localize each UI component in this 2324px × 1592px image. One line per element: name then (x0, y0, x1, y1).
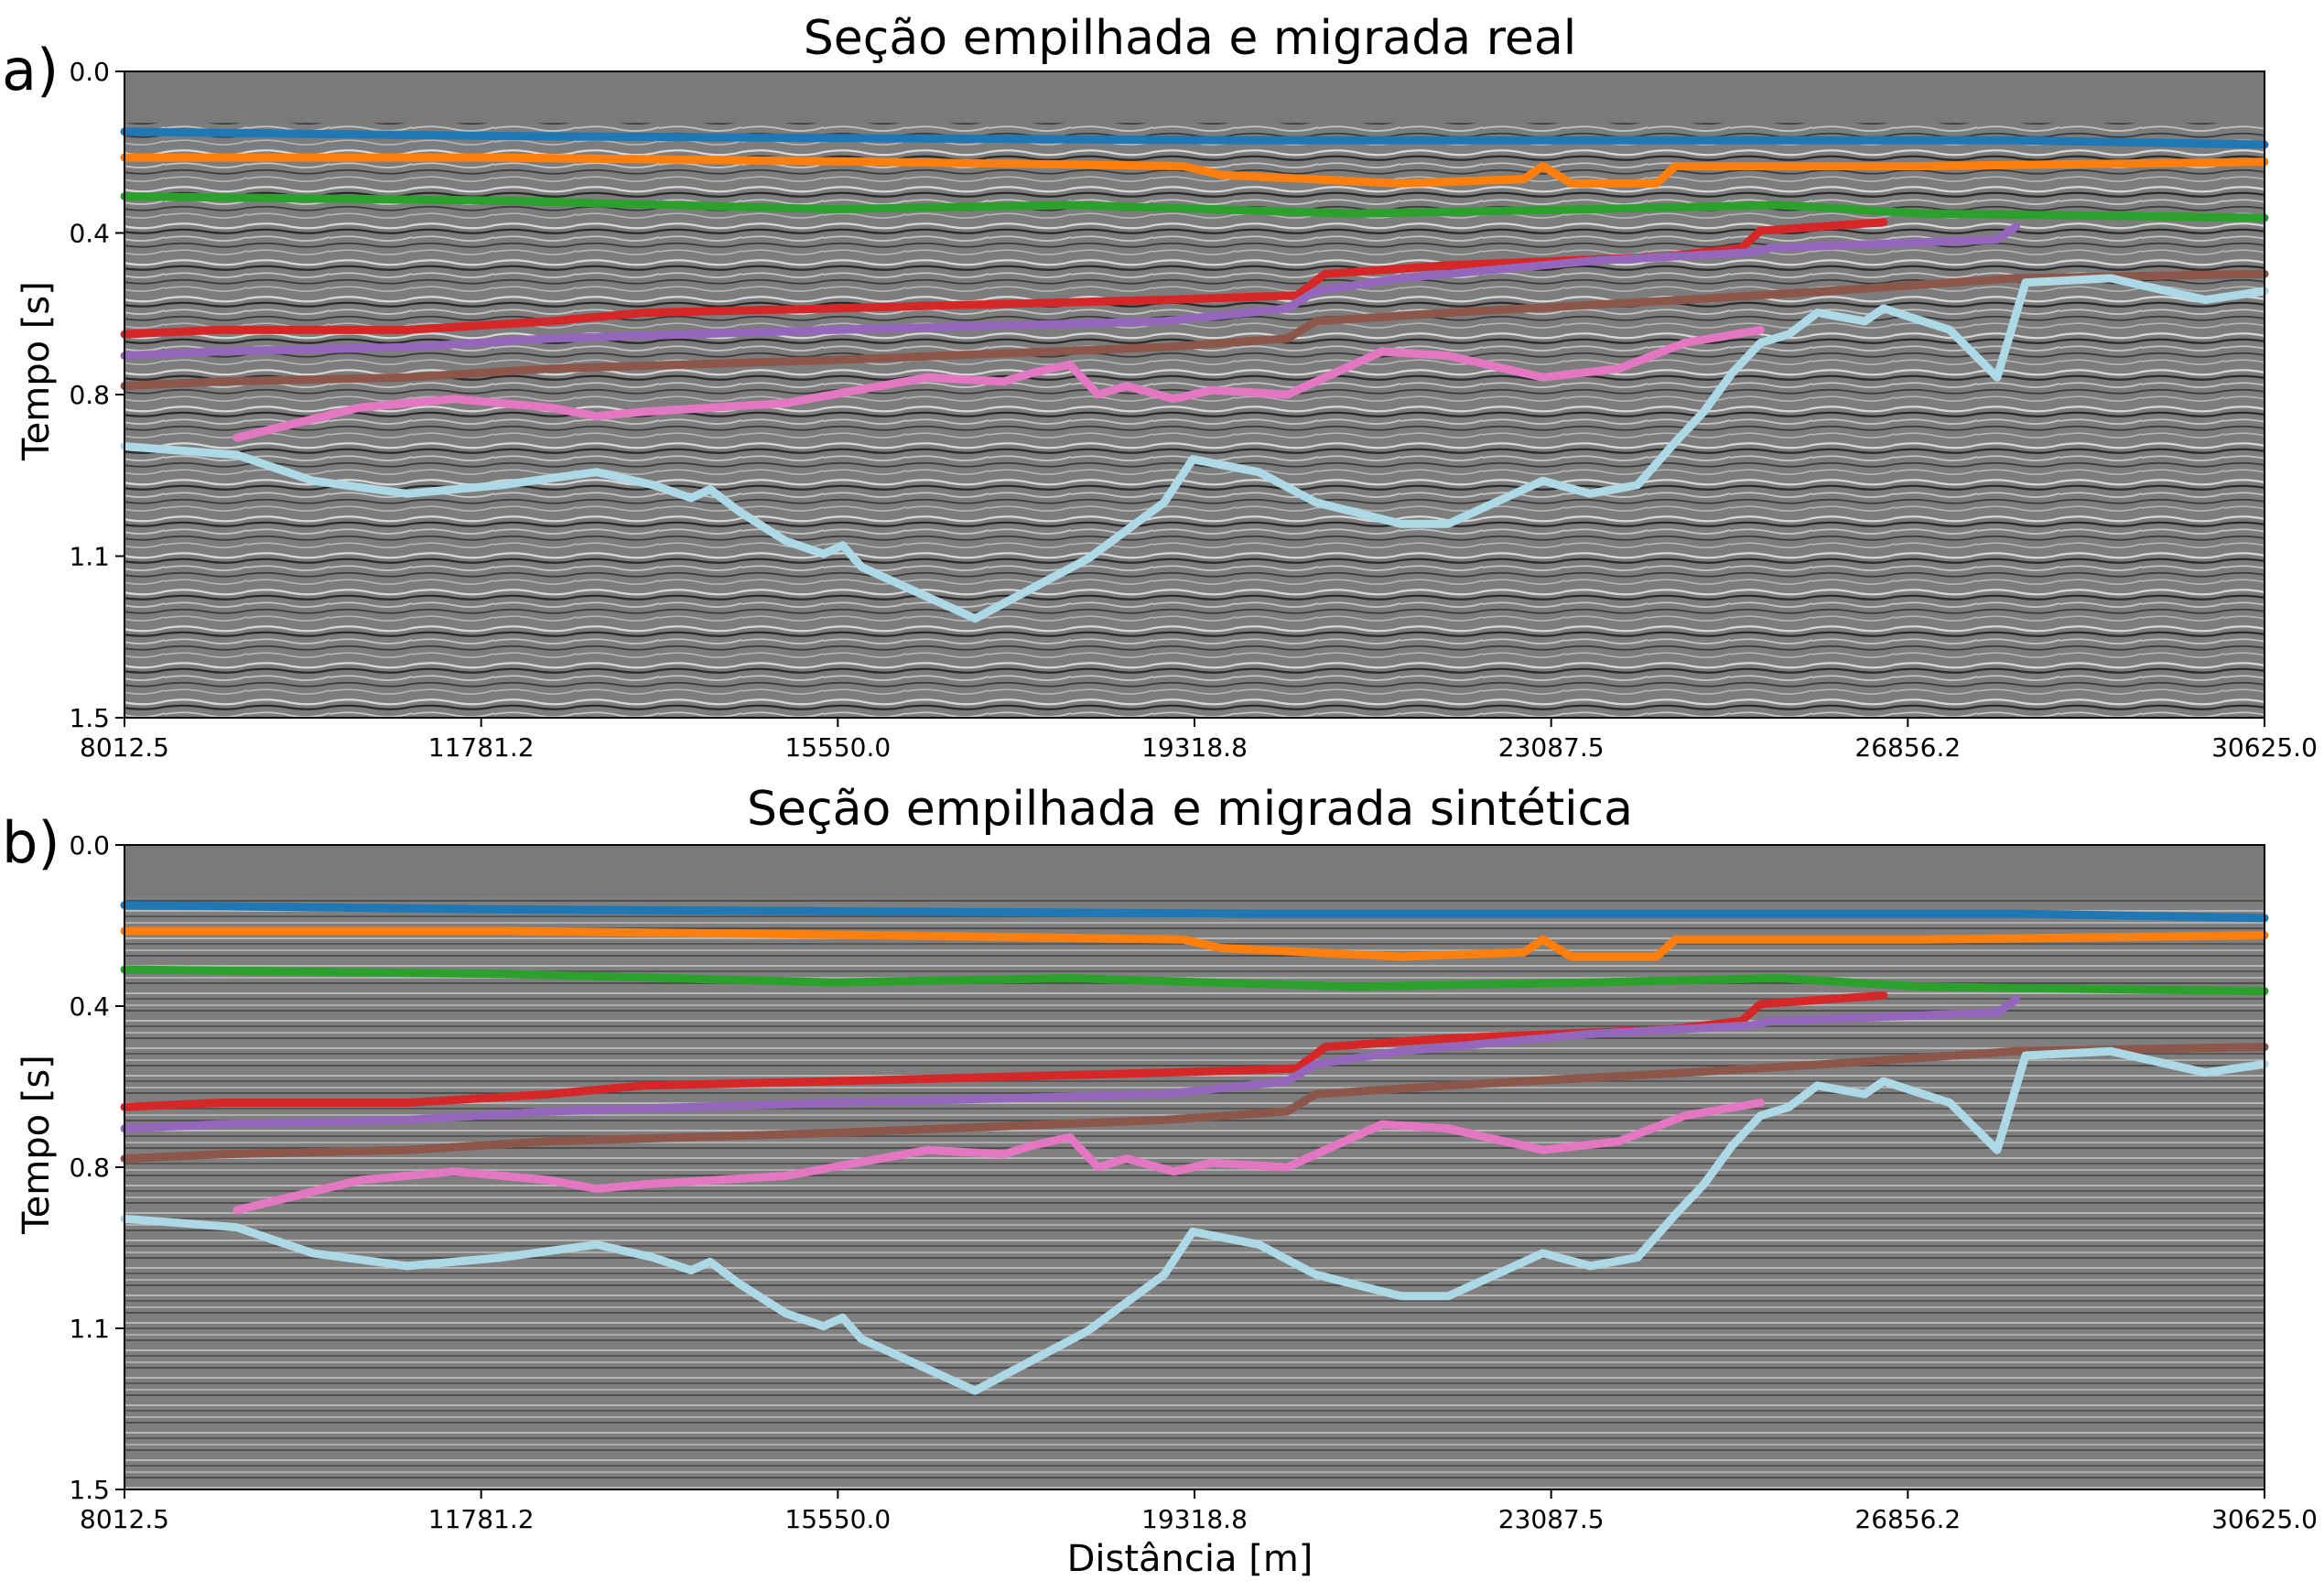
panel-a-label: a) (2, 37, 59, 103)
panel-b-ytick-label: 1.5 (69, 1475, 110, 1505)
panel-b-horizon-7 (232, 1099, 1765, 1215)
panel-a-ytick-label: 0.8 (69, 380, 110, 410)
panel-b-xtick-label: 23087.5 (1498, 1504, 1605, 1534)
panel-a-xtick-label: 11781.2 (428, 732, 535, 763)
panel-a-ytick-label: 1.1 (69, 542, 110, 572)
panel-b-xtick-label: 8012.5 (80, 1504, 169, 1534)
panel-b-axes: 8012.5 11781.2 15550.0 19318.8 23087.5 26856.… (69, 830, 2317, 1534)
panel-a-xtick-label: 23087.5 (1498, 732, 1605, 763)
panel-b-horizon-8 (120, 1046, 2269, 1395)
panel-b-horizon-5 (120, 995, 2021, 1133)
panel-a-horizon-3 (120, 192, 2269, 222)
panel-a-xtick-label: 30625.0 (2211, 732, 2318, 763)
panel-b-ytick-label: 1.1 (69, 1314, 110, 1344)
panel-b-xtick-label: 19318.8 (1141, 1504, 1248, 1534)
panel-b-xtick-label: 15550.0 (784, 1504, 891, 1534)
panel-a-horizon-1 (120, 127, 2269, 149)
panel-b-horizon-2 (120, 926, 2269, 961)
panel-a-water-band (124, 71, 2265, 124)
panel-a-title: Seção empilhada e migrada real (803, 11, 1577, 66)
panel-a-xtick-label: 26856.2 (1854, 732, 1961, 763)
panel-b-title: Seção empilhada e migrada sintética (746, 782, 1634, 837)
panel-a-xtick-label: 19318.8 (1141, 732, 1248, 763)
panel-a-horizon-7 (232, 325, 1765, 442)
panel-a-horizon-2 (120, 153, 2269, 188)
panel-b-xtick-label: 30625.0 (2211, 1504, 2318, 1534)
panel-b: b) Seção empilhada e migrada sintética T… (0, 0, 2324, 1234)
panel-b-ytick-label: 0.8 (69, 1153, 110, 1183)
panel-b-water-band (124, 845, 2265, 897)
panel-b-horizon-3 (120, 965, 2269, 996)
panel-b-horizon-6 (120, 1043, 2269, 1164)
panel-a-ytick-label: 0.0 (69, 57, 110, 87)
panel-a-xtick-label: 15550.0 (784, 732, 891, 763)
panel-b-ytick-label: 0.0 (69, 830, 110, 861)
panel-a-horizon-5 (120, 222, 2021, 361)
panel-a-horizon-6 (120, 269, 2269, 391)
panel-a-axes: 8012.5 11781.2 15550.0 19318.8 23087.5 26856.… (69, 57, 2317, 763)
panel-a-ytick-label: 0.4 (69, 219, 110, 249)
panel-b-xlabel: Distância [m] (1066, 1538, 1313, 1580)
panel-a-xtick-label: 8012.5 (80, 732, 169, 763)
panel-a-ytick-label: 1.5 (69, 703, 110, 733)
panel-b-ytick-label: 0.4 (69, 991, 110, 1022)
panel-b-xtick-label: 11781.2 (428, 1504, 535, 1534)
panel-a-horizon-8 (120, 274, 2269, 623)
panel-b-horizon-1 (120, 901, 2269, 923)
panel-a: a) Seção empilhada e migrada real Tempo … (0, 0, 2324, 787)
panel-b-label: b) (2, 809, 60, 876)
panel-b-xtick-label: 26856.2 (1854, 1504, 1961, 1534)
